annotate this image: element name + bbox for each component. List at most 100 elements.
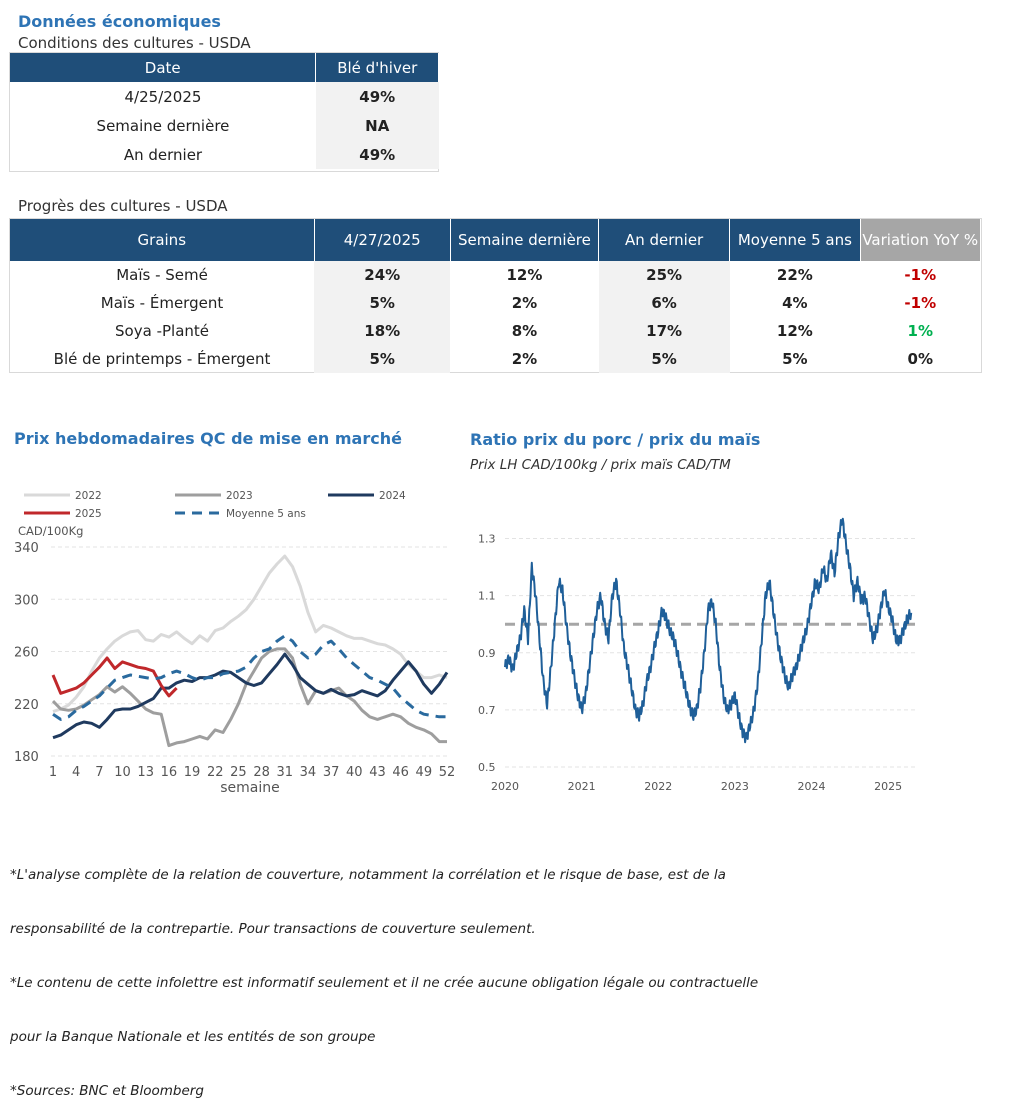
- x-tick-label: 28: [253, 765, 270, 780]
- crop-progress-table: Grains 4/27/2025 Semaine dernière An der…: [10, 219, 982, 373]
- ratio-chart-title: Ratio prix du porc / prix du maïs: [470, 430, 761, 449]
- x-tick-label: 49: [416, 765, 433, 780]
- row-label: 4/25/2025: [124, 87, 202, 106]
- legend-label: 2023: [226, 490, 253, 502]
- col-header-winter-wheat: Blé d'hiver: [315, 53, 439, 82]
- row-label: Soya -Planté: [115, 322, 210, 340]
- col-header-date: Date: [10, 53, 317, 82]
- ratio-chart-subtitle: Prix LH CAD/100kg / prix maïs CAD/TM: [470, 457, 731, 473]
- cell-current: 18%: [314, 317, 451, 345]
- y-axis-label: CAD/100Kg: [18, 524, 83, 538]
- cell-yoy: -1%: [904, 294, 937, 312]
- x-tick-label: 46: [392, 765, 409, 780]
- footnote-line: pour la Banque Nationale et les entités …: [10, 1029, 376, 1045]
- crop-conditions-table: Date Blé d'hiver 4/25/2025 49% Semaine d…: [10, 53, 439, 169]
- cell-last-year: 6%: [598, 289, 730, 317]
- ratio-chart: 0.5 0.7 0.9 1.1 1.3 2020 2021 2022 2023 2024 2025: [478, 517, 915, 793]
- legend-label: 2022: [75, 490, 102, 502]
- row-label: Maïs - Émergent: [100, 294, 224, 312]
- x-tick-label: 16: [161, 765, 178, 780]
- series-line-2025: [51, 656, 178, 698]
- col-header-yoy: Variation YoY %: [860, 219, 982, 261]
- cell-last-week: 2%: [511, 350, 538, 368]
- footnotes: *L'analyse complète de la relation de co…: [10, 830, 758, 1118]
- x-tick-label: 4: [72, 765, 80, 780]
- x-tick-label: 43: [369, 765, 386, 780]
- legend-label: 2024: [379, 490, 406, 502]
- x-tick-label: 52: [439, 765, 456, 780]
- footnote-line: *Sources: BNC et Bloomberg: [10, 1083, 204, 1099]
- cell-5yr-avg: 5%: [782, 350, 808, 368]
- row-label: An dernier: [123, 145, 203, 164]
- x-tick-label: 19: [184, 765, 201, 780]
- cell-last-week: 12%: [506, 266, 543, 284]
- table-row: An dernier 49%: [10, 140, 439, 169]
- x-tick-label: 37: [323, 765, 340, 780]
- row-label: Blé de printemps - Émergent: [53, 350, 271, 368]
- y-tick-label: 260: [14, 646, 39, 661]
- col-header-last-year: An dernier: [598, 219, 731, 261]
- series-line-moyenne-5-ans: [52, 634, 447, 721]
- x-axis-label: semaine: [220, 780, 280, 796]
- x-tick-label: 2020: [491, 780, 519, 793]
- table-row: Semaine dernière NA: [10, 111, 439, 140]
- x-tick-label: 31: [276, 765, 293, 780]
- row-value: NA: [315, 111, 439, 140]
- cell-yoy: 0%: [907, 350, 933, 368]
- series-line-ratio: [504, 517, 913, 744]
- cell-5yr-avg: 12%: [776, 322, 813, 340]
- series-line-2024: [52, 652, 449, 740]
- row-value: 49%: [315, 82, 439, 111]
- series-line-2023: [51, 647, 447, 748]
- col-header-5yr-avg: Moyenne 5 ans: [729, 219, 861, 261]
- y-tick-label: 1.1: [478, 590, 496, 603]
- footnote-line: responsabilité de la contrepartie. Pour …: [10, 921, 536, 937]
- cell-last-week: 8%: [511, 322, 538, 340]
- crop-progress-subtitle: Progrès des cultures - USDA: [18, 197, 228, 215]
- y-tick-label: 180: [14, 750, 39, 765]
- col-header-date: 4/27/2025: [314, 219, 451, 261]
- legend-label: Moyenne 5 ans: [226, 508, 306, 520]
- x-tick-label: 22: [207, 765, 224, 780]
- section-heading: Données économiques: [18, 12, 221, 31]
- x-tick-label: 2022: [644, 780, 672, 793]
- col-header-last-week: Semaine dernière: [450, 219, 600, 261]
- row-label: Maïs - Semé: [116, 266, 208, 284]
- crop-conditions-subtitle: Conditions des cultures - USDA: [18, 34, 251, 52]
- x-tick-label: 34: [300, 765, 317, 780]
- y-tick-label: 0.7: [478, 704, 496, 717]
- x-tick-label: 10: [114, 765, 131, 780]
- x-tick-label: 13: [137, 765, 154, 780]
- cell-5yr-avg: 4%: [782, 294, 808, 312]
- y-tick-label: 340: [14, 541, 39, 556]
- y-tick-label: 1.3: [478, 533, 496, 546]
- table-row: Maïs - Semé 24% 12% 25% 22% -1%: [10, 261, 981, 289]
- crop-conditions-frame: [9, 52, 439, 172]
- row-value: 49%: [315, 140, 439, 169]
- row-label: Semaine dernière: [96, 116, 230, 135]
- x-tick-label: 1: [49, 765, 57, 780]
- table-row: Maïs - Émergent 5% 2% 6% 4% -1%: [10, 289, 981, 317]
- y-tick-label: 300: [14, 593, 39, 608]
- cell-last-year: 17%: [598, 317, 730, 345]
- cell-5yr-avg: 22%: [776, 266, 813, 284]
- cell-yoy: -1%: [904, 266, 937, 284]
- cell-current: 5%: [314, 289, 451, 317]
- x-tick-label: 2023: [721, 780, 749, 793]
- series-line-2022: [52, 554, 448, 714]
- col-header-grains: Grains: [10, 219, 315, 261]
- y-tick-label: 0.9: [478, 647, 496, 660]
- x-tick-label: 7: [95, 765, 103, 780]
- footnote-line: *L'analyse complète de la relation de co…: [10, 867, 726, 883]
- cell-yoy: 1%: [907, 322, 933, 340]
- x-tick-label: 2021: [568, 780, 596, 793]
- x-tick-label: 2024: [798, 780, 826, 793]
- cell-last-year: 5%: [598, 345, 730, 373]
- cell-current: 5%: [314, 345, 451, 373]
- y-tick-label: 220: [14, 698, 39, 713]
- x-tick-label: 2025: [874, 780, 902, 793]
- table-row: 4/25/2025 49%: [10, 82, 439, 111]
- crop-progress-frame: [9, 218, 982, 373]
- x-tick-label: 25: [230, 765, 247, 780]
- legend-label: 2025: [75, 508, 102, 520]
